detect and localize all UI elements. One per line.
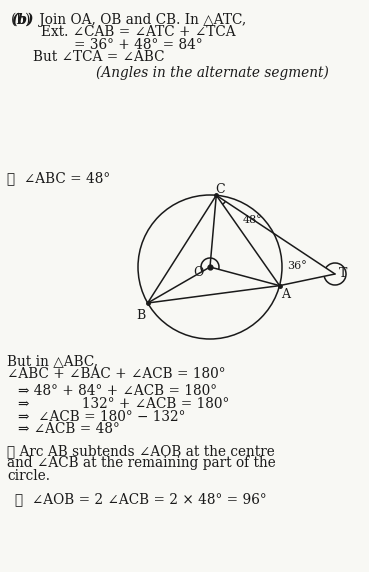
Text: circle.: circle. bbox=[7, 469, 51, 483]
Text: ⇒ 48° + 84° + ∠ACB = 180°: ⇒ 48° + 84° + ∠ACB = 180° bbox=[18, 384, 217, 398]
Text: ∴ Arc AB subtends ∠AOB at the centre: ∴ Arc AB subtends ∠AOB at the centre bbox=[7, 444, 275, 458]
Text: ⇒            132° + ∠ACB = 180°: ⇒ 132° + ∠ACB = 180° bbox=[18, 397, 230, 411]
Text: ∴  ∠ABC = 48°: ∴ ∠ABC = 48° bbox=[7, 172, 110, 185]
Text: 48°: 48° bbox=[242, 215, 262, 225]
Text: ⇒ ∠ACB = 48°: ⇒ ∠ACB = 48° bbox=[18, 422, 120, 436]
Text: Ext. ∠CAB = ∠ATC + ∠TCA: Ext. ∠CAB = ∠ATC + ∠TCA bbox=[41, 25, 235, 39]
Text: C: C bbox=[215, 183, 225, 196]
Text: = 36° + 48° = 84°: = 36° + 48° = 84° bbox=[74, 38, 203, 51]
Text: ∠ABC + ∠BAC + ∠ACB = 180°: ∠ABC + ∠BAC + ∠ACB = 180° bbox=[7, 367, 226, 381]
Text: T: T bbox=[339, 268, 347, 280]
Text: A: A bbox=[281, 288, 290, 301]
Text: 36°: 36° bbox=[287, 261, 307, 271]
Text: (b): (b) bbox=[11, 13, 34, 26]
Text: ∴  ∠AOB = 2 ∠ACB = 2 × 48° = 96°: ∴ ∠AOB = 2 ∠ACB = 2 × 48° = 96° bbox=[15, 492, 266, 506]
Text: O: O bbox=[193, 267, 203, 280]
Text: (Angles in the alternate segment): (Angles in the alternate segment) bbox=[96, 65, 329, 80]
Text: (b)  Join OA, OB and CB. In △ATC,: (b) Join OA, OB and CB. In △ATC, bbox=[11, 13, 246, 27]
Text: B: B bbox=[136, 309, 145, 323]
Text: and ∠ACB at the remaining part of the: and ∠ACB at the remaining part of the bbox=[7, 456, 276, 470]
Text: But in △ABC,: But in △ABC, bbox=[7, 355, 99, 368]
Text: But ∠TCA = ∠ABC: But ∠TCA = ∠ABC bbox=[33, 50, 165, 64]
Text: ⇒  ∠ACB = 180° − 132°: ⇒ ∠ACB = 180° − 132° bbox=[18, 410, 186, 423]
